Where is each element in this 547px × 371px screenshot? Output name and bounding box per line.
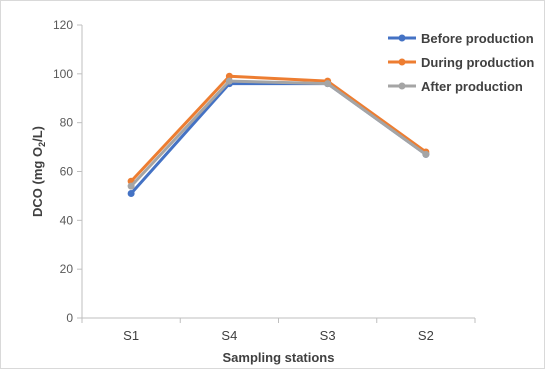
x-tick-label: S4 <box>221 328 237 343</box>
series-line-3 <box>130 79 427 188</box>
y-tick-label: 20 <box>60 262 74 276</box>
x-tick-label: S1 <box>123 328 139 343</box>
x-tick-label: S2 <box>418 328 434 343</box>
y-tick-label: 40 <box>60 213 74 227</box>
y-axis-title-main: DCO (mg O <box>30 147 45 217</box>
x-axis: S1 S4 S3 S2 <box>81 317 476 343</box>
data-point <box>127 182 135 190</box>
data-point <box>225 72 233 80</box>
series-line-2 <box>130 74 427 183</box>
y-tick-label: 0 <box>66 311 73 325</box>
series-layer <box>127 72 430 197</box>
legend: Before production During production After … <box>388 31 534 94</box>
data-point <box>324 80 332 88</box>
data-point <box>422 150 430 158</box>
y-tick-label: 100 <box>53 67 73 81</box>
y-tick-label: 120 <box>53 18 73 32</box>
legend-swatch-marker <box>398 82 406 90</box>
x-axis-title: Sampling stations <box>223 350 335 365</box>
legend-label: After production <box>421 79 523 94</box>
legend-label: Before production <box>421 31 534 46</box>
x-tick-label: S3 <box>320 328 336 343</box>
legend-swatch-marker <box>398 34 406 42</box>
y-tick-label: 80 <box>60 116 74 130</box>
y-axis-title: DCO (mg O2/L) <box>30 126 47 217</box>
legend-label: During production <box>421 55 534 70</box>
data-point <box>225 77 233 85</box>
y-axis-title-subscript: 2 <box>37 142 47 147</box>
y-axis-title-end: /L) <box>30 126 45 142</box>
data-point <box>127 189 135 197</box>
y-axis: 0 20 40 60 80 100 120 <box>53 18 83 325</box>
legend-swatch-marker <box>398 58 406 66</box>
y-tick-label: 60 <box>60 165 74 179</box>
